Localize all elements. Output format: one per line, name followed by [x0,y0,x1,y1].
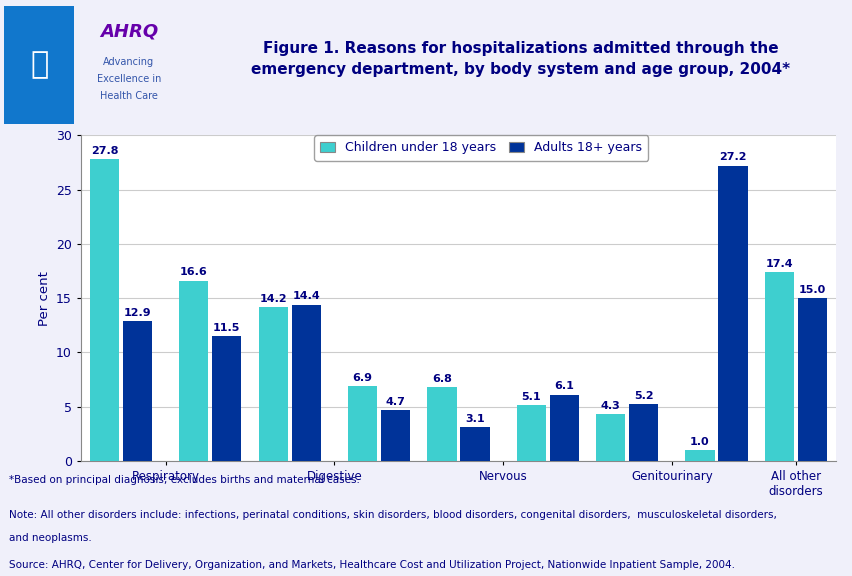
Bar [212,336,241,461]
Text: 27.8: 27.8 [90,146,118,156]
Text: 6.8: 6.8 [431,374,452,384]
Legend: Children under 18 years, Adults 18+ years: Children under 18 years, Adults 18+ year… [314,135,648,161]
Bar [427,387,456,461]
Text: 14.2: 14.2 [259,294,286,304]
Text: 3.1: 3.1 [464,414,484,424]
Bar [460,427,489,461]
Bar [797,298,826,461]
Text: Figure 1. Reasons for hospitalizations admitted through the
emergency department: Figure 1. Reasons for hospitalizations a… [250,41,789,77]
Text: Note: All other disorders include: infections, perinatal conditions, skin disord: Note: All other disorders include: infec… [9,510,775,520]
Y-axis label: Per cent: Per cent [37,271,50,325]
Bar [123,321,152,461]
Bar [348,386,377,461]
Text: 6.9: 6.9 [352,373,372,382]
Text: Advancing: Advancing [103,58,154,67]
Bar [684,450,714,461]
Text: 4.7: 4.7 [385,396,405,407]
Text: 4.3: 4.3 [600,401,619,411]
Bar [596,414,625,461]
Text: and neoplasms.: and neoplasms. [9,533,91,543]
Bar [291,305,320,461]
Text: Health Care: Health Care [100,90,158,100]
Text: 5.1: 5.1 [521,392,540,402]
Text: 15.0: 15.0 [798,285,826,295]
Bar [258,307,287,461]
Text: Source: AHRQ, Center for Delivery, Organization, and Markets, Healthcare Cost an: Source: AHRQ, Center for Delivery, Organ… [9,560,734,570]
Bar [629,404,658,461]
Bar [764,272,793,461]
Bar [717,166,747,461]
Text: 1.0: 1.0 [689,437,709,447]
Text: *Based on principal diagnosis; excludes births and maternal cases.: *Based on principal diagnosis; excludes … [9,475,359,485]
Bar [4,6,74,124]
Bar [381,410,410,461]
Bar [179,281,208,461]
Bar [89,159,119,461]
Text: AHRQ: AHRQ [100,22,158,41]
Text: 6.1: 6.1 [554,381,573,391]
Text: 11.5: 11.5 [213,323,240,333]
Text: 17.4: 17.4 [764,259,792,269]
Text: 🦅: 🦅 [30,50,49,79]
Text: Excellence in: Excellence in [96,74,161,84]
Text: 16.6: 16.6 [180,267,207,278]
Text: 27.2: 27.2 [718,153,746,162]
Text: 14.4: 14.4 [292,291,320,301]
Text: 5.2: 5.2 [633,391,653,401]
Text: 12.9: 12.9 [124,308,152,317]
Bar [516,406,545,461]
Bar [549,395,579,461]
